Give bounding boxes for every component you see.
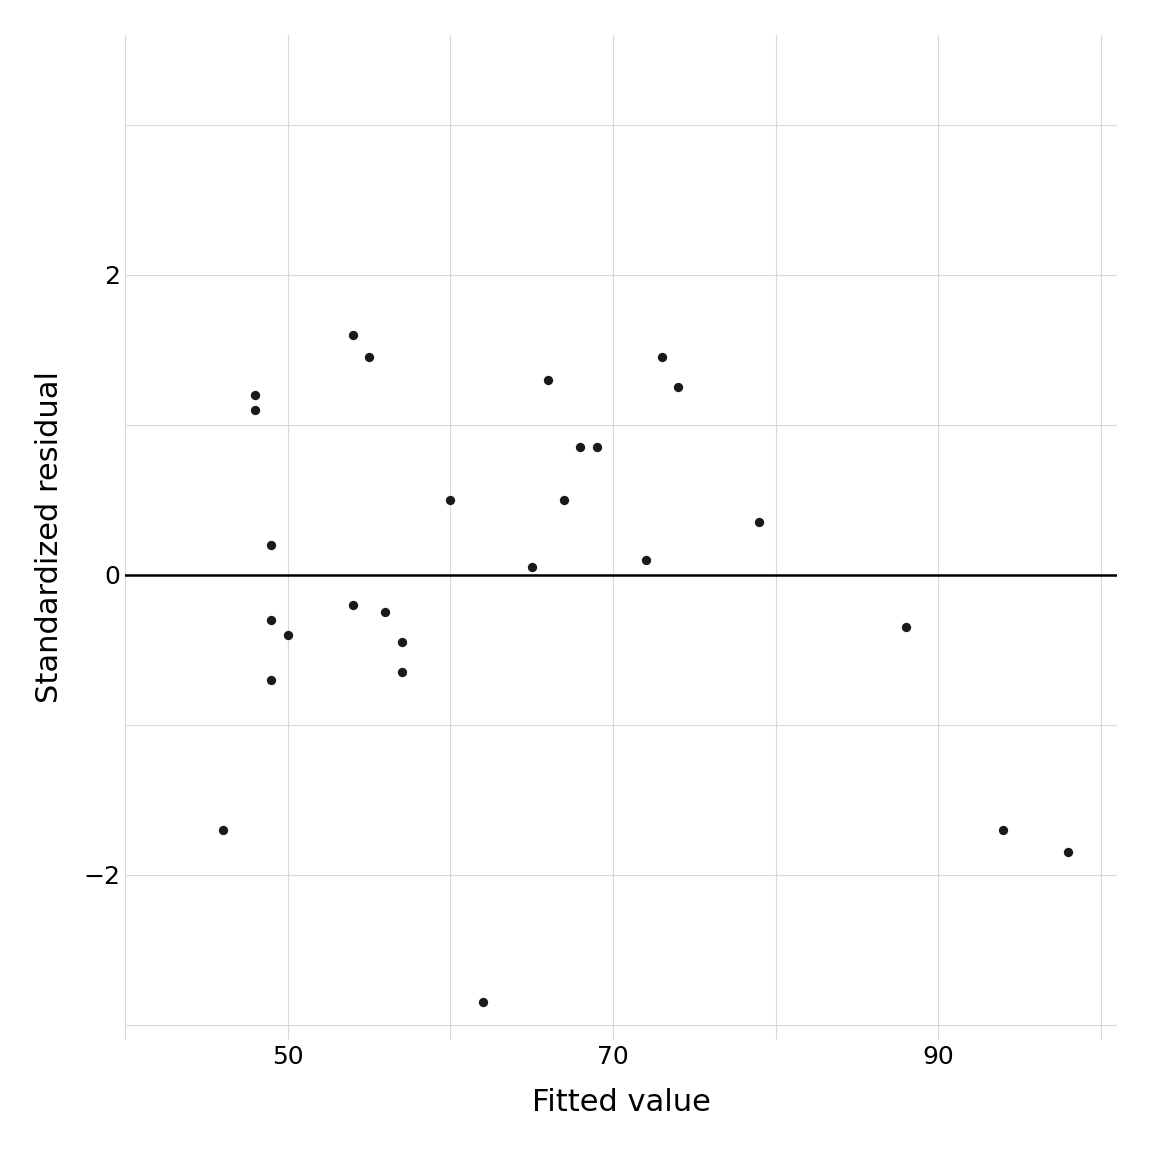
Point: [245, 386, 264, 404]
Point: [994, 820, 1013, 839]
Point: [555, 491, 574, 509]
Point: [441, 491, 460, 509]
Point: [393, 664, 411, 682]
Point: [636, 551, 654, 569]
X-axis label: Fitted value: Fitted value: [532, 1089, 711, 1117]
Point: [1059, 843, 1077, 862]
Point: [896, 619, 915, 637]
Point: [523, 558, 541, 576]
Point: [652, 348, 670, 366]
Point: [669, 378, 688, 396]
Point: [539, 371, 558, 389]
Point: [279, 626, 297, 644]
Point: [343, 326, 362, 344]
Point: [263, 611, 281, 629]
Point: [588, 438, 606, 456]
Point: [359, 348, 378, 366]
Point: [571, 438, 590, 456]
Point: [376, 604, 394, 622]
Point: [245, 401, 264, 419]
Point: [343, 596, 362, 614]
Point: [473, 993, 492, 1011]
Point: [750, 513, 768, 531]
Y-axis label: Standardized residual: Standardized residual: [35, 371, 63, 704]
Point: [263, 536, 281, 554]
Point: [393, 634, 411, 652]
Point: [263, 670, 281, 689]
Point: [213, 820, 232, 839]
